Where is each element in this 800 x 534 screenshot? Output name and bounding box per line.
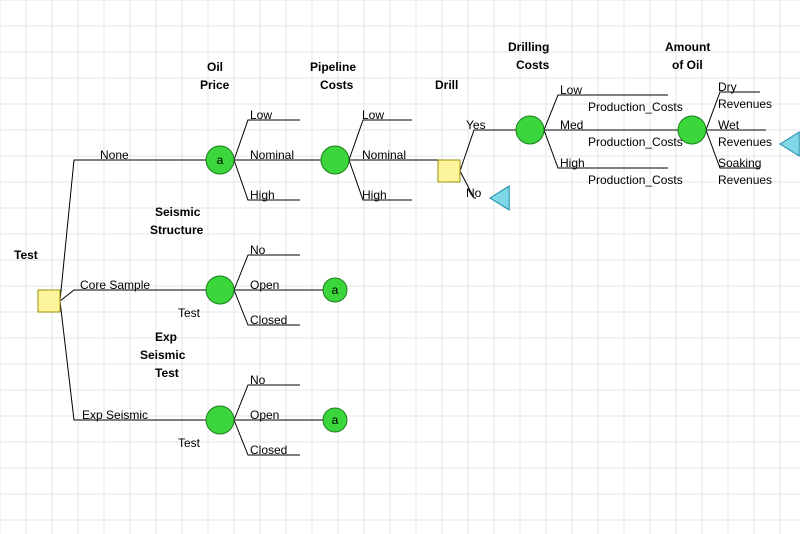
header-label: of Oil: [672, 58, 703, 72]
header-label: Seismic: [140, 348, 185, 362]
branch-label: High: [560, 156, 585, 170]
terminal-node: [780, 132, 799, 156]
header-label: Seismic: [155, 205, 200, 219]
branch-label: Core Sample: [80, 278, 150, 292]
header-label: Pipeline: [310, 60, 356, 74]
header-label: Drill: [435, 78, 458, 92]
header-label: Exp: [155, 330, 177, 344]
terminal-node: [490, 186, 509, 210]
header-label: Test: [155, 366, 179, 380]
header-label: Costs: [320, 78, 353, 92]
branch-label: Open: [250, 278, 279, 292]
branch-label: Wet: [718, 118, 739, 132]
branch-sublabel: Revenues: [718, 173, 772, 187]
chance-node: [516, 116, 544, 144]
branch-label: Closed: [250, 443, 287, 457]
header-label: Oil: [207, 60, 223, 74]
chance-node: [321, 146, 349, 174]
chance-node: [206, 406, 234, 434]
node-ref-label: a: [332, 413, 339, 427]
branch-label: Low: [362, 108, 384, 122]
decision-node: [438, 160, 460, 182]
branch-label: No: [250, 243, 265, 257]
node-sublabel: Test: [178, 306, 200, 320]
edge: [460, 130, 516, 171]
decision-tree-diagram: a a a: [0, 0, 800, 534]
branch-label: Nominal: [250, 148, 294, 162]
branch-label: High: [362, 188, 387, 202]
node-ref-label: a: [217, 153, 224, 167]
branch-label: Soaking: [718, 156, 761, 170]
header-label: Drilling: [508, 40, 549, 54]
branch-label: Exp Seismic: [82, 408, 148, 422]
branch-label: No: [466, 186, 481, 200]
branch-label: Open: [250, 408, 279, 422]
decision-node: [38, 290, 60, 312]
branch-label: None: [100, 148, 129, 162]
branch-label: Dry: [718, 80, 737, 94]
branch-sublabel: Revenues: [718, 135, 772, 149]
branch-sublabel: Production_Costs: [588, 100, 683, 114]
header-label: Structure: [150, 223, 203, 237]
chance-node: [206, 276, 234, 304]
branch-label: No: [250, 373, 265, 387]
branch-label: Yes: [466, 118, 486, 132]
branch-sublabel: Revenues: [718, 97, 772, 111]
branch-label: Closed: [250, 313, 287, 327]
header-label: Costs: [516, 58, 549, 72]
header-label: Amount: [665, 40, 710, 54]
node-ref-label: a: [332, 283, 339, 297]
header-label: Price: [200, 78, 229, 92]
branch-label: Low: [560, 83, 582, 97]
branch-label: Med: [560, 118, 583, 132]
node-sublabel: Test: [178, 436, 200, 450]
branch-label: Low: [250, 108, 272, 122]
branch-sublabel: Production_Costs: [588, 135, 683, 149]
branch-sublabel: Production_Costs: [588, 173, 683, 187]
header-label: Test: [14, 248, 38, 262]
branch-label: Nominal: [362, 148, 406, 162]
branch-label: High: [250, 188, 275, 202]
